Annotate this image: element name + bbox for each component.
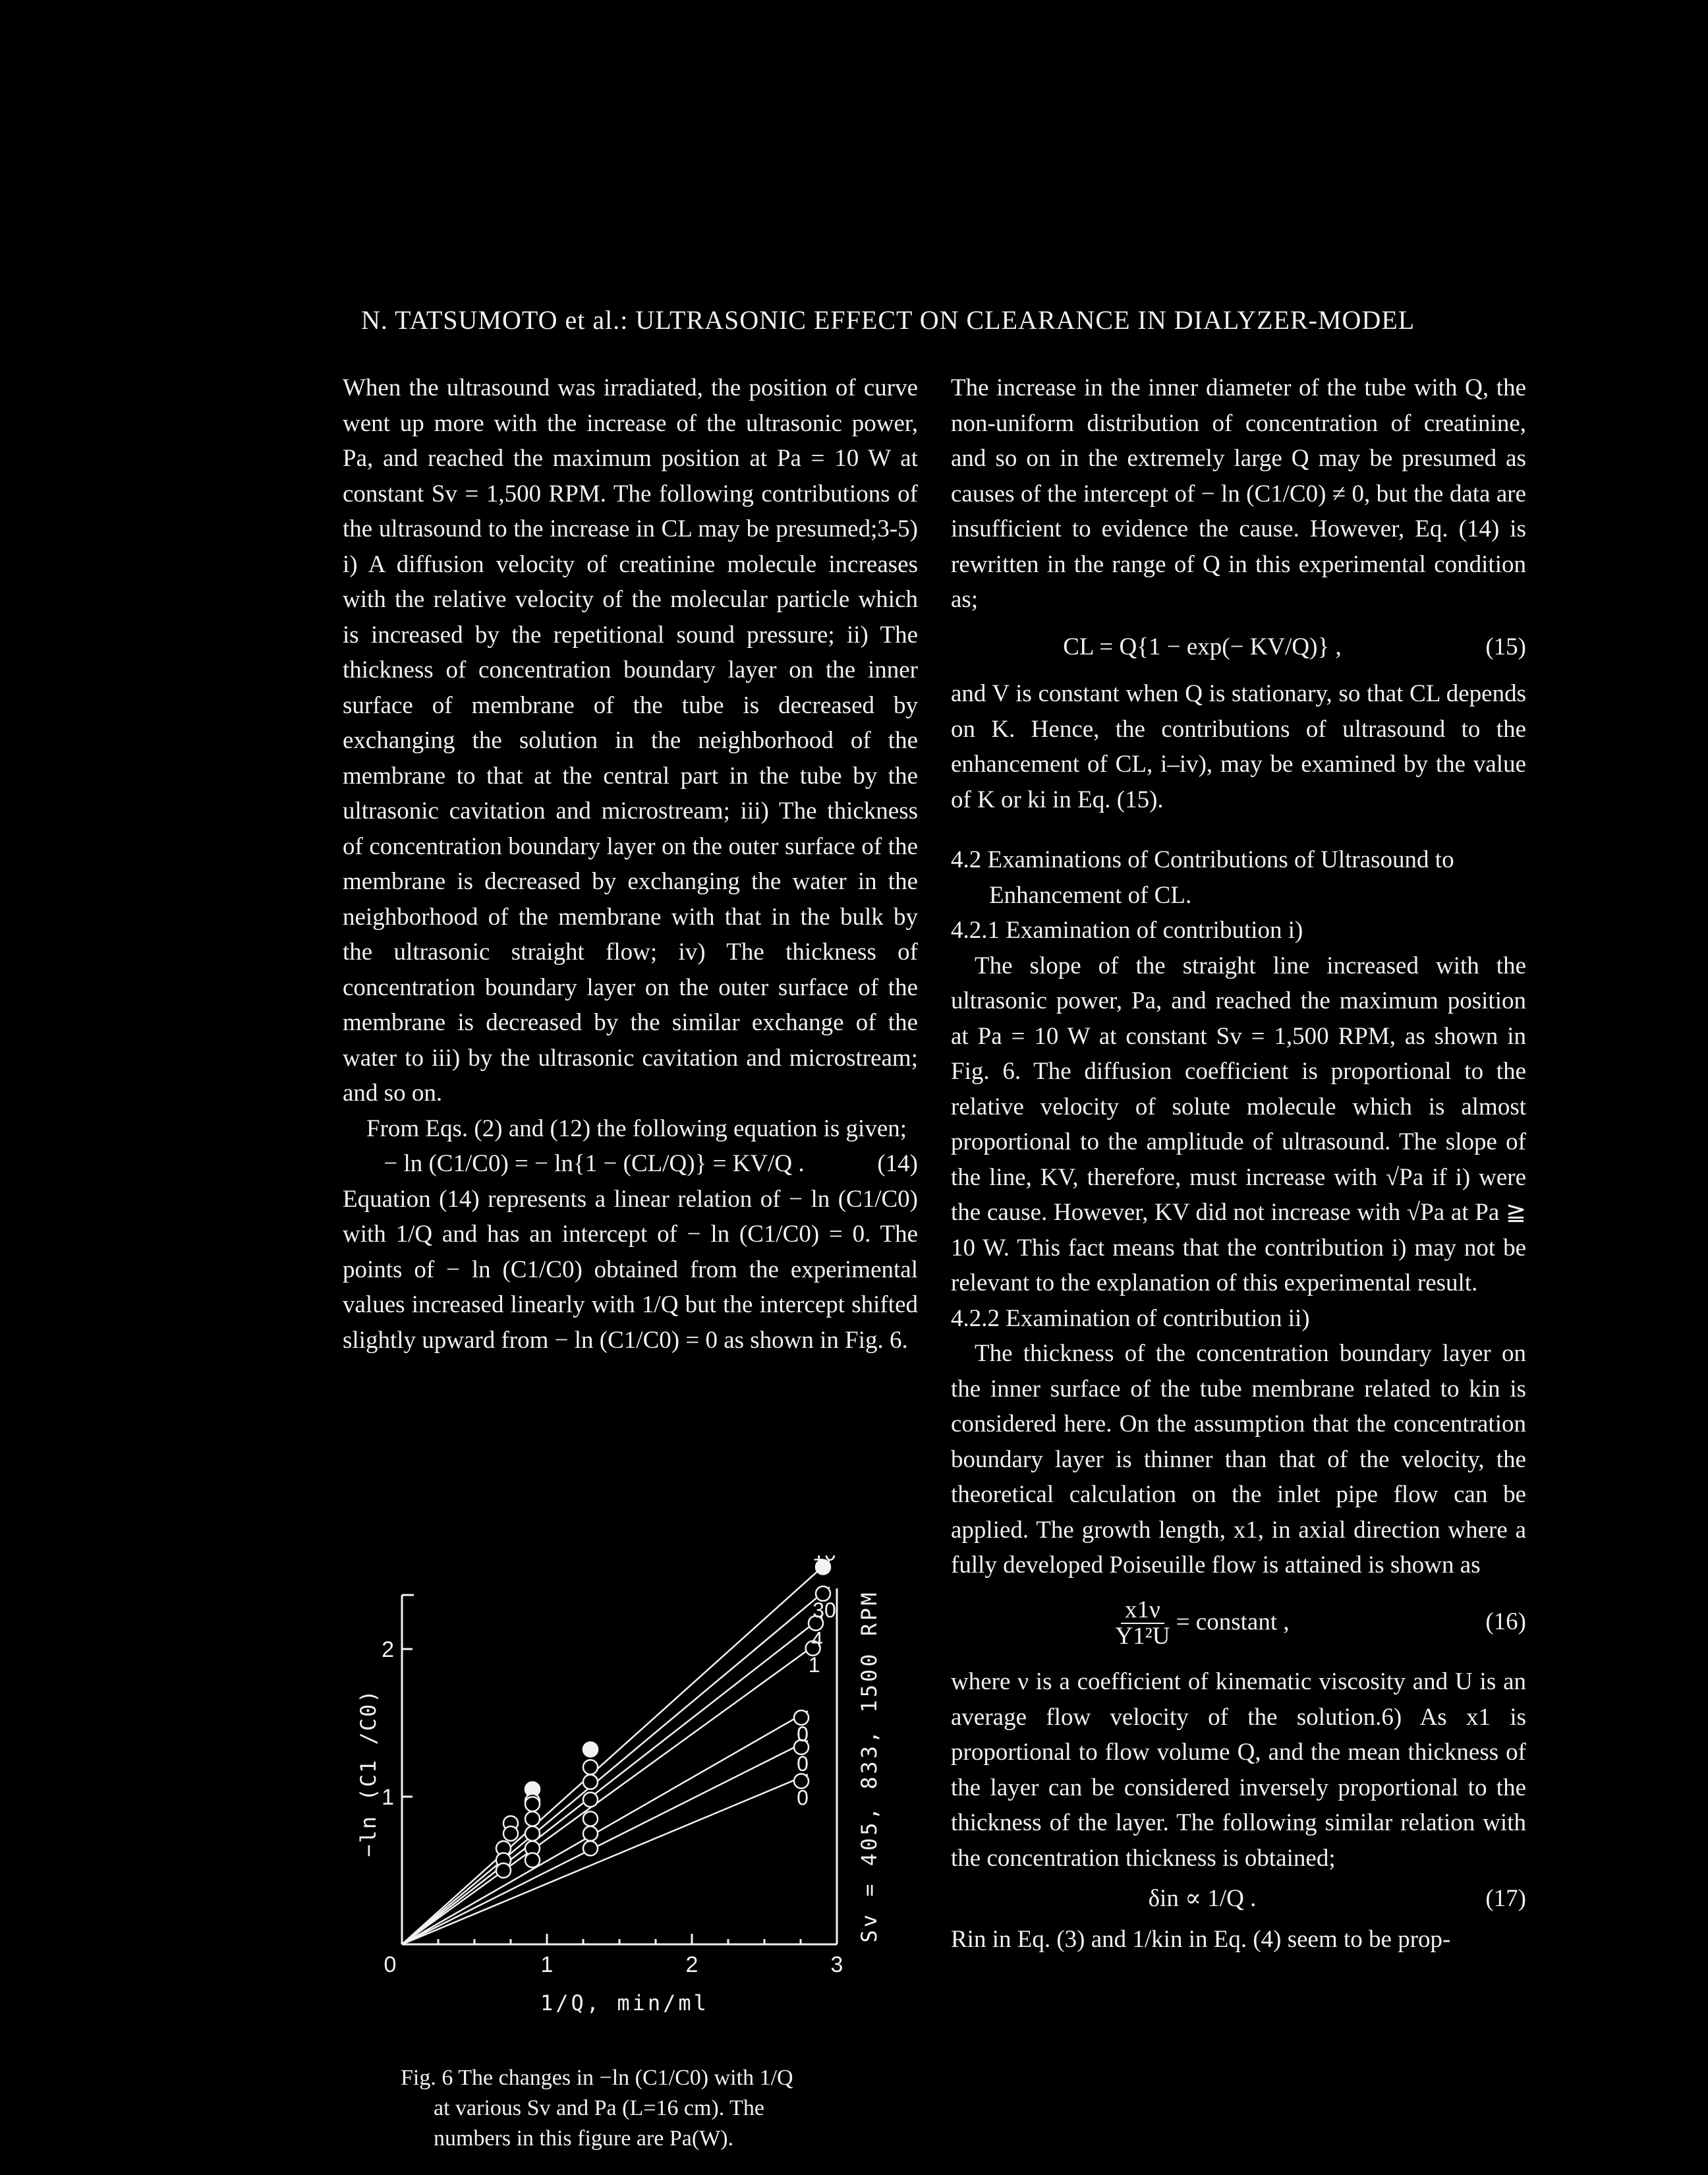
right-paragraph-6: Rin in Eq. (3) and 1/kin in Eq. (4) seem…	[951, 1925, 1451, 1953]
power-label: 10	[812, 1555, 836, 1565]
end-point	[814, 1585, 832, 1602]
right-paragraph-2: and V is constant when Q is stationary, …	[951, 680, 1526, 813]
data-point	[524, 1795, 541, 1812]
figure-6-chart: 0 1 2 3 1 2 1/Q, min/ml −ln (C1 /C0) Sv = 405, 8…	[356, 1542, 882, 2016]
power-label: 0	[797, 1722, 809, 1746]
x-tick-label: 2	[686, 1952, 698, 1977]
x-tick-label: 3	[831, 1952, 843, 1977]
y-axis-label: −ln (C1 /C0)	[356, 1689, 381, 1857]
power-label: 1	[809, 1653, 820, 1677]
left-paragraph-1: When the ultrasound was irradiated, the …	[343, 374, 918, 1107]
equation-16-number: (16)	[1485, 1608, 1526, 1635]
figure-6: 0 1 2 3 1 2 1/Q, min/ml −ln (C1 /C0) Sv = 405, 8…	[343, 1542, 923, 2016]
left-paragraph-3: Equation (14) represents a linear relati…	[343, 1185, 918, 1354]
power-label: 4	[811, 1628, 823, 1652]
equation-16-body: x1ν Y1²U = constant ,	[951, 1597, 1454, 1650]
end-point	[793, 1709, 810, 1726]
data-point	[582, 1741, 599, 1758]
fit-line	[401, 1774, 809, 1946]
end-point	[793, 1739, 810, 1756]
right-column: The increase in the inner diameter of th…	[951, 370, 1526, 1957]
right-paragraph-1: The increase in the inner diameter of th…	[951, 374, 1526, 613]
equation-16-rhs: = constant ,	[1176, 1608, 1290, 1635]
fit-line	[401, 1586, 830, 1945]
x-tick-label: 1	[541, 1952, 554, 1977]
x-tick-label: 0	[384, 1952, 397, 1977]
rpm-label: Sv = 405, 833, 1500 RPM	[857, 1590, 882, 1942]
equation-16-numerator: x1ν	[1121, 1597, 1164, 1625]
equation-14: − ln (C1/C0) = − ln{1 − (CL/Q)} = KV/Q .…	[343, 1146, 918, 1182]
end-point	[814, 1559, 832, 1575]
data-point	[524, 1811, 541, 1827]
power-label: 30	[812, 1598, 836, 1622]
end-point	[807, 1615, 824, 1631]
chart-axes: 0 1 2 3 1 2 1/Q, min/ml −ln (C1 /C0) Sv = 405, 8…	[356, 1588, 882, 2016]
equation-17: δin ∝ 1/Q . (17)	[951, 1881, 1526, 1917]
equation-16-denominator: Y1²U	[1115, 1623, 1170, 1650]
data-point	[524, 1852, 541, 1869]
x-axis-label: 1/Q, min/ml	[540, 1990, 709, 2016]
chart-lines	[401, 1559, 830, 1946]
end-point	[805, 1640, 821, 1657]
fit-line	[401, 1710, 809, 1946]
data-point	[582, 1811, 599, 1827]
right-paragraph-3: The slope of the straight line increased…	[951, 952, 1526, 1297]
fit-line	[401, 1615, 823, 1945]
equation-16-fraction: x1ν Y1²U	[1115, 1597, 1170, 1650]
section-4-2-2-heading: 4.2.2 Examination of contribution ii)	[951, 1304, 1310, 1332]
figure-6-caption: Fig. 6 The changes in −ln (C1/C0) with 1…	[401, 2063, 875, 2154]
fit-line	[401, 1640, 820, 1946]
left-column: When the ultrasound was irradiated, the …	[343, 370, 918, 1358]
y-tick-label: 1	[382, 1785, 394, 1810]
power-label: 0	[797, 1785, 809, 1809]
equation-14-body: − ln (C1/C0) = − ln{1 − (CL/Q)} = KV/Q .	[384, 1150, 805, 1177]
data-point	[495, 1862, 512, 1879]
equation-15-body: CL = Q{1 − exp(− KV/Q)} ,	[1063, 633, 1342, 660]
section-4-2-1-heading: 4.2.1 Examination of contribution i)	[951, 917, 1303, 944]
equation-17-number: (17)	[1485, 1885, 1526, 1913]
data-point	[582, 1758, 599, 1776]
caption-line-2: at various Sv and Pa (L=16 cm). The	[434, 2096, 764, 2120]
equation-17-body: δin ∝ 1/Q .	[1148, 1885, 1257, 1913]
right-paragraph-4: The thickness of the concentration bound…	[951, 1340, 1526, 1579]
equation-16: x1ν Y1²U = constant , (16)	[951, 1597, 1526, 1650]
section-4-2-heading: 4.2 Examinations of Contributions of Ult…	[951, 846, 1454, 909]
y-tick-label: 2	[382, 1637, 394, 1662]
data-point	[582, 1825, 599, 1842]
equation-15: CL = Q{1 − exp(− KV/Q)} , (15)	[951, 629, 1526, 665]
caption-line-1: Fig. 6 The changes in −ln (C1/C0) with 1…	[401, 2066, 793, 2090]
fit-line	[401, 1739, 809, 1946]
power-label: 0	[797, 1752, 809, 1776]
data-point	[582, 1791, 599, 1808]
fit-line	[401, 1559, 830, 1945]
data-point	[502, 1825, 519, 1842]
left-paragraph-2: From Eqs. (2) and (12) the following equ…	[366, 1115, 907, 1142]
equation-15-number: (15)	[1485, 633, 1526, 660]
data-point	[524, 1825, 541, 1842]
end-point	[793, 1773, 810, 1789]
chart-points	[495, 1559, 832, 1879]
caption-line-3: numbers in this figure are Pa(W).	[434, 2126, 734, 2151]
equation-14-number: (14)	[877, 1150, 918, 1177]
running-header: N. TATSUMOTO et al.: ULTRASONIC EFFECT O…	[361, 305, 1415, 335]
data-point	[582, 1774, 599, 1790]
data-point	[582, 1840, 599, 1857]
right-paragraph-5: where ν is a coefficient of kinematic vi…	[951, 1668, 1526, 1872]
